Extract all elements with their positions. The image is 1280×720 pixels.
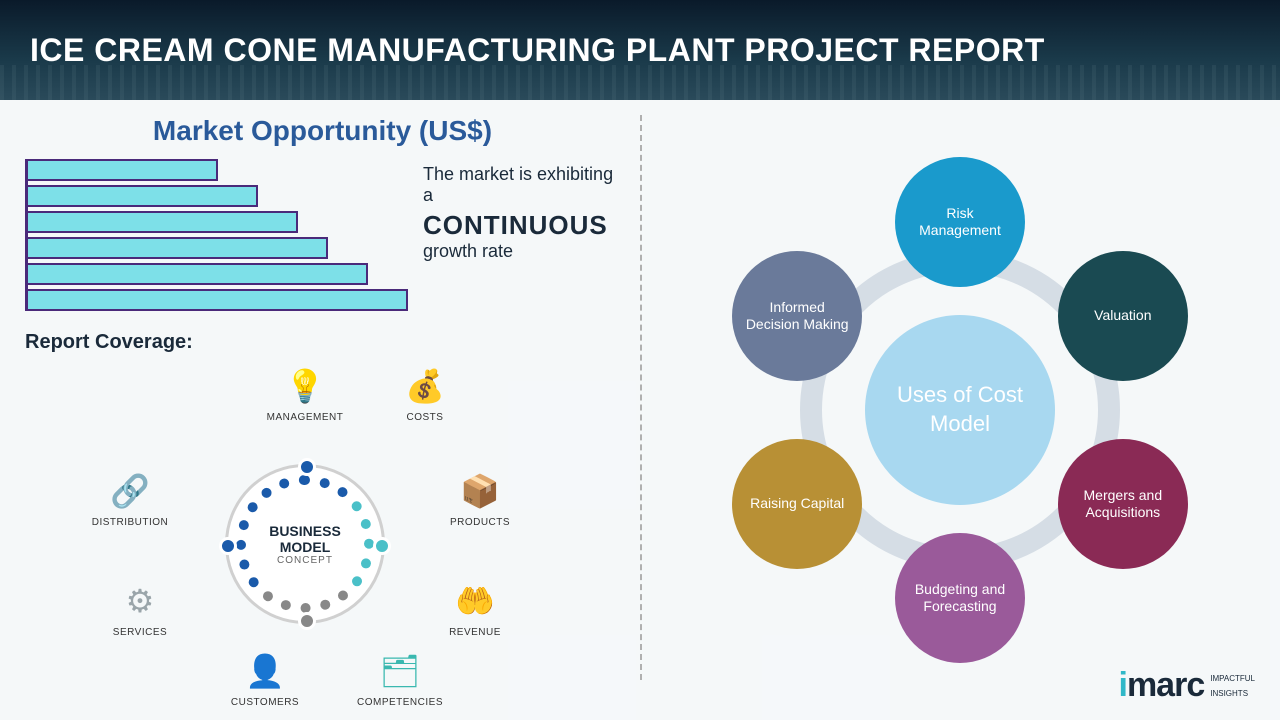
market-bar bbox=[28, 237, 328, 259]
bm-item: 💰 COSTS bbox=[375, 364, 475, 423]
bm-item: 👤 CUSTOMERS bbox=[215, 649, 315, 708]
cost-node: Informed Decision Making bbox=[732, 251, 862, 381]
bm-icon: 👤 bbox=[243, 649, 287, 693]
logo-tagline: IMPACTFUL INSIGHTS bbox=[1210, 674, 1255, 705]
bm-icon: 🔗 bbox=[108, 469, 152, 513]
market-bar bbox=[28, 159, 218, 181]
bm-icon: ⚙ bbox=[118, 579, 162, 623]
bm-item: 🔗 DISTRIBUTION bbox=[80, 469, 180, 528]
bm-icon: 📦 bbox=[458, 469, 502, 513]
business-model-diagram: BUSINESS MODEL CONCEPT 💡 MANAGEMENT 💰 COSTS… bbox=[25, 364, 585, 704]
left-panel: Market Opportunity (US$) The market is e… bbox=[0, 100, 640, 720]
bm-icon: 🤲 bbox=[453, 579, 497, 623]
logo-sub1: IMPACTFUL bbox=[1210, 674, 1255, 684]
bm-label: CUSTOMERS bbox=[231, 697, 299, 708]
cost-node: Risk Management bbox=[895, 157, 1025, 287]
bm-center-line1: BUSINESS bbox=[269, 523, 341, 539]
vertical-divider bbox=[640, 115, 642, 680]
bm-item: 💡 MANAGEMENT bbox=[255, 364, 355, 423]
cost-model-diagram: Uses of Cost Model Risk Management Valuat… bbox=[700, 150, 1220, 670]
market-bar-chart bbox=[25, 159, 408, 311]
cost-node: Mergers and Acquisitions bbox=[1058, 439, 1188, 569]
market-bar bbox=[28, 263, 368, 285]
bm-icon: 💡 bbox=[283, 364, 327, 408]
bm-label: SERVICES bbox=[113, 627, 167, 638]
growth-line2: growth rate bbox=[423, 241, 620, 262]
cost-node: Budgeting and Forecasting bbox=[895, 533, 1025, 663]
bm-label: REVENUE bbox=[449, 627, 501, 638]
bm-label: COSTS bbox=[407, 412, 444, 423]
cost-node: Valuation bbox=[1058, 251, 1188, 381]
bm-item: 📦 PRODUCTS bbox=[430, 469, 530, 528]
bm-label: DISTRIBUTION bbox=[92, 517, 169, 528]
growth-big-word: CONTINUOUS bbox=[423, 210, 620, 241]
brand-logo: imarc IMPACTFUL INSIGHTS bbox=[1118, 666, 1255, 705]
header-banner: ICE CREAM CONE MANUFACTURING PLANT PROJE… bbox=[0, 0, 1280, 100]
bm-center-sub: CONCEPT bbox=[277, 555, 333, 566]
bm-item: 🗂 COMPETENCIES bbox=[350, 649, 450, 708]
bm-label: PRODUCTS bbox=[450, 517, 510, 528]
bm-item: 🤲 REVENUE bbox=[425, 579, 525, 638]
bm-label: COMPETENCIES bbox=[357, 697, 443, 708]
business-model-center: BUSINESS MODEL CONCEPT bbox=[225, 464, 385, 624]
cost-model-center: Uses of Cost Model bbox=[865, 315, 1055, 505]
market-opportunity-title: Market Opportunity (US$) bbox=[25, 115, 620, 147]
growth-line1: The market is exhibiting a bbox=[423, 164, 620, 206]
market-bars-row: The market is exhibiting a CONTINUOUS gr… bbox=[25, 159, 620, 311]
report-coverage-title: Report Coverage: bbox=[25, 331, 620, 354]
bm-item: ⚙ SERVICES bbox=[90, 579, 190, 638]
growth-text-block: The market is exhibiting a CONTINUOUS gr… bbox=[423, 159, 620, 311]
bm-label: MANAGEMENT bbox=[267, 412, 344, 423]
bm-center-line2: MODEL bbox=[280, 539, 331, 555]
logo-text: imarc bbox=[1118, 666, 1204, 705]
bm-icon: 💰 bbox=[403, 364, 447, 408]
market-bar bbox=[28, 185, 258, 207]
right-panel: Uses of Cost Model Risk Management Valuat… bbox=[640, 100, 1280, 720]
bm-icon: 🗂 bbox=[378, 649, 422, 693]
cost-node: Raising Capital bbox=[732, 439, 862, 569]
page-title: ICE CREAM CONE MANUFACTURING PLANT PROJE… bbox=[30, 32, 1045, 69]
market-bar bbox=[28, 211, 298, 233]
logo-sub2: INSIGHTS bbox=[1210, 689, 1255, 699]
market-bar bbox=[28, 289, 408, 311]
